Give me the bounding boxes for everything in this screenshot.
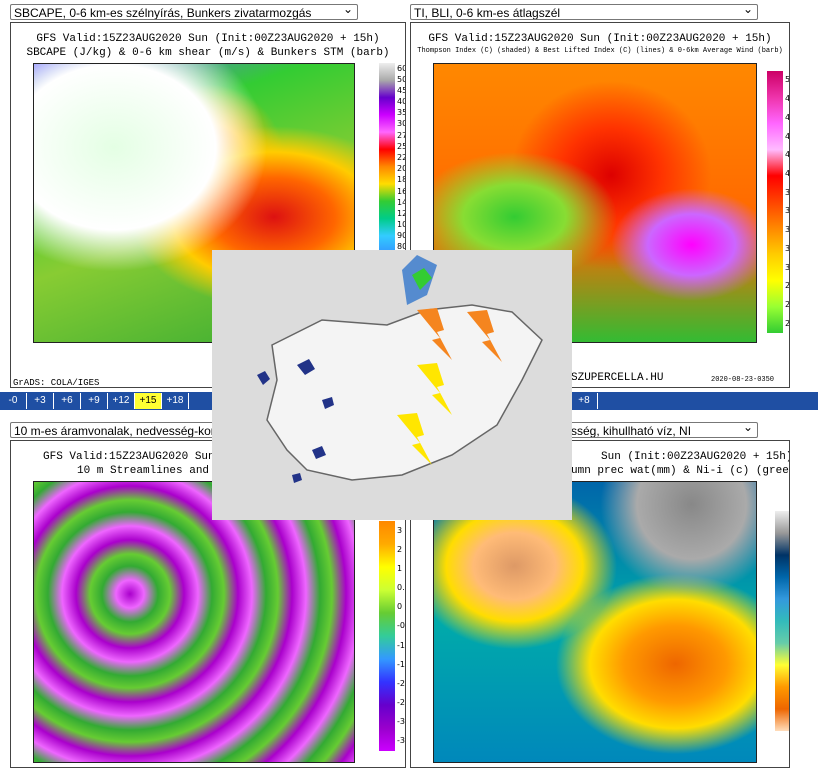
title: GFS Valid:15Z23AUG2020 Sun (Init:00Z23AU…: [428, 33, 772, 45]
colorbar-label: 900: [397, 231, 405, 241]
colorbar-label: -1.5: [397, 659, 405, 669]
footer: 2020-08-23-0350: [711, 376, 775, 384]
colorbar-label: 2750: [397, 130, 405, 140]
colorbar-label: 34: [785, 225, 790, 235]
timeline-step[interactable]: +12: [108, 393, 135, 409]
colorbar-label: 32: [785, 243, 790, 253]
subtitle: 10 m Streamlines and M: [77, 465, 223, 477]
footer: SZUPERCELLA.HU: [571, 372, 664, 384]
country-shape: [266, 304, 543, 481]
colorbar-label: 26: [785, 299, 790, 309]
colorbar-label: 50: [785, 75, 790, 85]
chart-panel: Sun (Init:00Z23AUG2020 + 15h) umn prec w…: [410, 440, 790, 768]
colorbar-label: 46: [785, 112, 790, 122]
colorbar-label: 5000: [397, 74, 405, 84]
title: Sun (Init:00Z23AUG2020 + 15h): [601, 451, 790, 463]
chart-panel: GFS Valid:15Z23AUG2020 Sun (Init:00Z23AU…: [410, 22, 790, 388]
subtitle: umn prec wat(mm) & Ni-i (c) (green): [571, 465, 790, 477]
colorbar-label: 30: [785, 262, 790, 272]
subtitle: Thompson Index (C) (shaded) & Best Lifte…: [417, 47, 783, 55]
lightning-group: [417, 308, 502, 362]
colorbar: [379, 521, 395, 751]
colorbar-label: 4500: [397, 85, 405, 95]
radar-echo: [412, 268, 432, 290]
colorbar-label: -3: [397, 717, 405, 727]
colorbar-label: 1000: [397, 220, 405, 230]
timeline-step[interactable]: +18: [162, 393, 189, 409]
colorbar-label: 2000: [397, 164, 405, 174]
title: GFS Valid:15Z23AUG2020 Sun (I: [43, 451, 235, 463]
colorbar-label: 800: [397, 242, 405, 252]
colorbar-label: 38: [785, 187, 790, 197]
overlay-map: [212, 250, 572, 520]
map: [433, 481, 757, 763]
timeline-step[interactable]: +8: [571, 393, 598, 409]
colorbar-label: -3.5: [397, 736, 405, 746]
timeline-step[interactable]: +9: [81, 393, 108, 409]
colorbar-label: 4000: [397, 97, 405, 107]
colorbar-label: -2.5: [397, 698, 405, 708]
colorbar-label: -1: [397, 640, 405, 650]
colorbar-label: 42: [785, 150, 790, 160]
colorbar-label: 0.5: [397, 583, 405, 593]
colorbar-label: 2250: [397, 153, 405, 162]
lightning-group: [397, 363, 452, 465]
timeline-step[interactable]: +6: [54, 393, 81, 409]
colorbar-label: 48: [785, 94, 790, 104]
colorbar-label: 3000: [397, 119, 405, 129]
colorbar-label: 1800: [397, 175, 405, 185]
colorbar-label: 0: [397, 602, 403, 612]
colorbar-label: 1200: [397, 208, 405, 218]
colorbar-label: 3: [397, 525, 403, 535]
select[interactable]: TI, BLI, 0-6 km-es átlagszél: [410, 4, 758, 20]
colorbar-label: 40: [785, 168, 790, 178]
timeline-step[interactable]: +15: [135, 393, 162, 409]
colorbar-label: 1: [397, 563, 403, 573]
colorbar-label: 44: [785, 131, 790, 141]
colorbar-label: 24: [785, 318, 790, 328]
colorbar-label: 6000: [397, 63, 405, 73]
colorbar: [379, 63, 395, 253]
colorbar-label: 1600: [397, 186, 405, 196]
footer: GrADS: COLA/IGES: [13, 378, 100, 388]
colorbar-label: 2500: [397, 141, 405, 151]
select[interactable]: sség, kihullható víz, NI: [560, 422, 758, 438]
chart-panel: GFS Valid:15Z23AUG2020 Sun (Init:00Z23AU…: [10, 22, 406, 388]
colorbar-label: -2: [397, 678, 405, 688]
colorbar-label: 36: [785, 206, 790, 216]
radar-echo: [257, 359, 334, 483]
timeline-step[interactable]: -0: [0, 393, 27, 409]
timeline-step[interactable]: +3: [27, 393, 54, 409]
select[interactable]: SBCAPE, 0-6 km-es szélnyírás, Bunkers zi…: [10, 4, 358, 20]
subtitle: SBCAPE (J/kg) & 0-6 km shear (m/s) & Bun…: [26, 47, 390, 59]
title: GFS Valid:15Z23AUG2020 Sun (Init:00Z23AU…: [36, 33, 380, 45]
colorbar: [775, 511, 789, 731]
colorbar-label: 28: [785, 281, 790, 291]
colorbar: [767, 71, 783, 333]
colorbar-label: 1400: [397, 197, 405, 207]
colorbar-label: -0.5: [397, 621, 405, 631]
map: [33, 481, 355, 763]
colorbar-label: 3500: [397, 108, 405, 118]
colorbar-label: 2: [397, 544, 403, 554]
